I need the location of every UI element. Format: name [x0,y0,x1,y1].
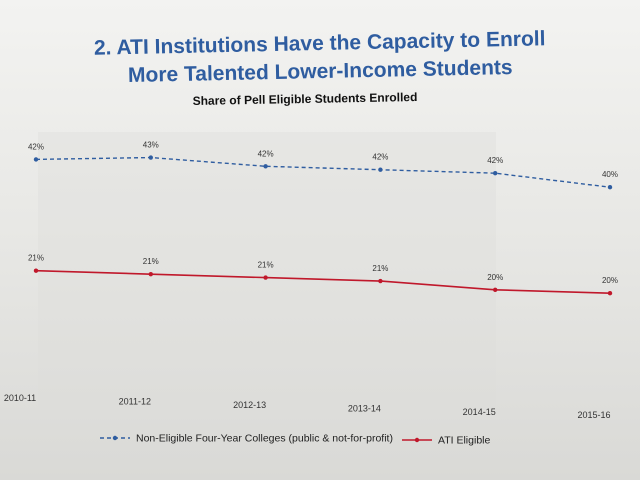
series-1: 42% 43% 42% 42% 42% 40% [28,141,618,190]
data-label: 21% [143,257,159,266]
series-2-point [148,271,153,277]
data-label: 21% [258,261,274,270]
x-tick-label: 2012-13 [233,400,266,410]
legend: Non-Eligible Four-Year Colleges (public … [100,433,490,447]
legend-marker [414,437,420,443]
data-label: 20% [487,273,503,282]
x-tick-label: 2015-16 [577,410,610,420]
data-label: 42% [372,153,388,162]
series-2: 21% 21% 21% 21% 20% 20% [28,254,618,296]
x-tick-label: 2013-14 [348,403,381,413]
x-tick-label: 2010-11 [4,393,36,403]
data-label: 21% [28,254,44,263]
data-label: 20% [602,276,618,285]
series-2-point [493,287,498,292]
series-1-point [33,157,39,162]
series-1-point [148,155,153,160]
series-2-line [35,269,611,295]
series-1-point [493,170,498,176]
data-label: 42% [28,142,44,151]
legend-label: ATI Eligible [438,435,490,447]
series-1-line [35,156,611,188]
x-tick-label: 2014-15 [463,407,496,417]
series-2-point [263,275,268,280]
x-tick-label: 2011-12 [119,396,151,406]
data-label: 43% [143,141,159,150]
series-2-point [607,291,613,296]
data-label: 42% [487,156,503,165]
series-1-point [378,167,383,172]
data-label: 21% [372,264,388,273]
series-2-point [378,278,383,284]
data-label: 42% [258,149,274,158]
data-label: 40% [602,170,618,179]
series-2-point [33,268,39,273]
series-1-point [263,164,268,169]
x-axis-ticks: 2010-11 2011-12 2012-13 2013-14 2014-15 2015-… [4,393,611,420]
series-layer: 42% 43% 42% 42% 42% 40% 21% 21% 21% 21% 20% 20% [28,141,618,296]
series-1-point [607,185,613,190]
legend-marker [112,435,118,441]
legend-label: Non-Eligible Four-Year Colleges (public … [136,433,393,445]
